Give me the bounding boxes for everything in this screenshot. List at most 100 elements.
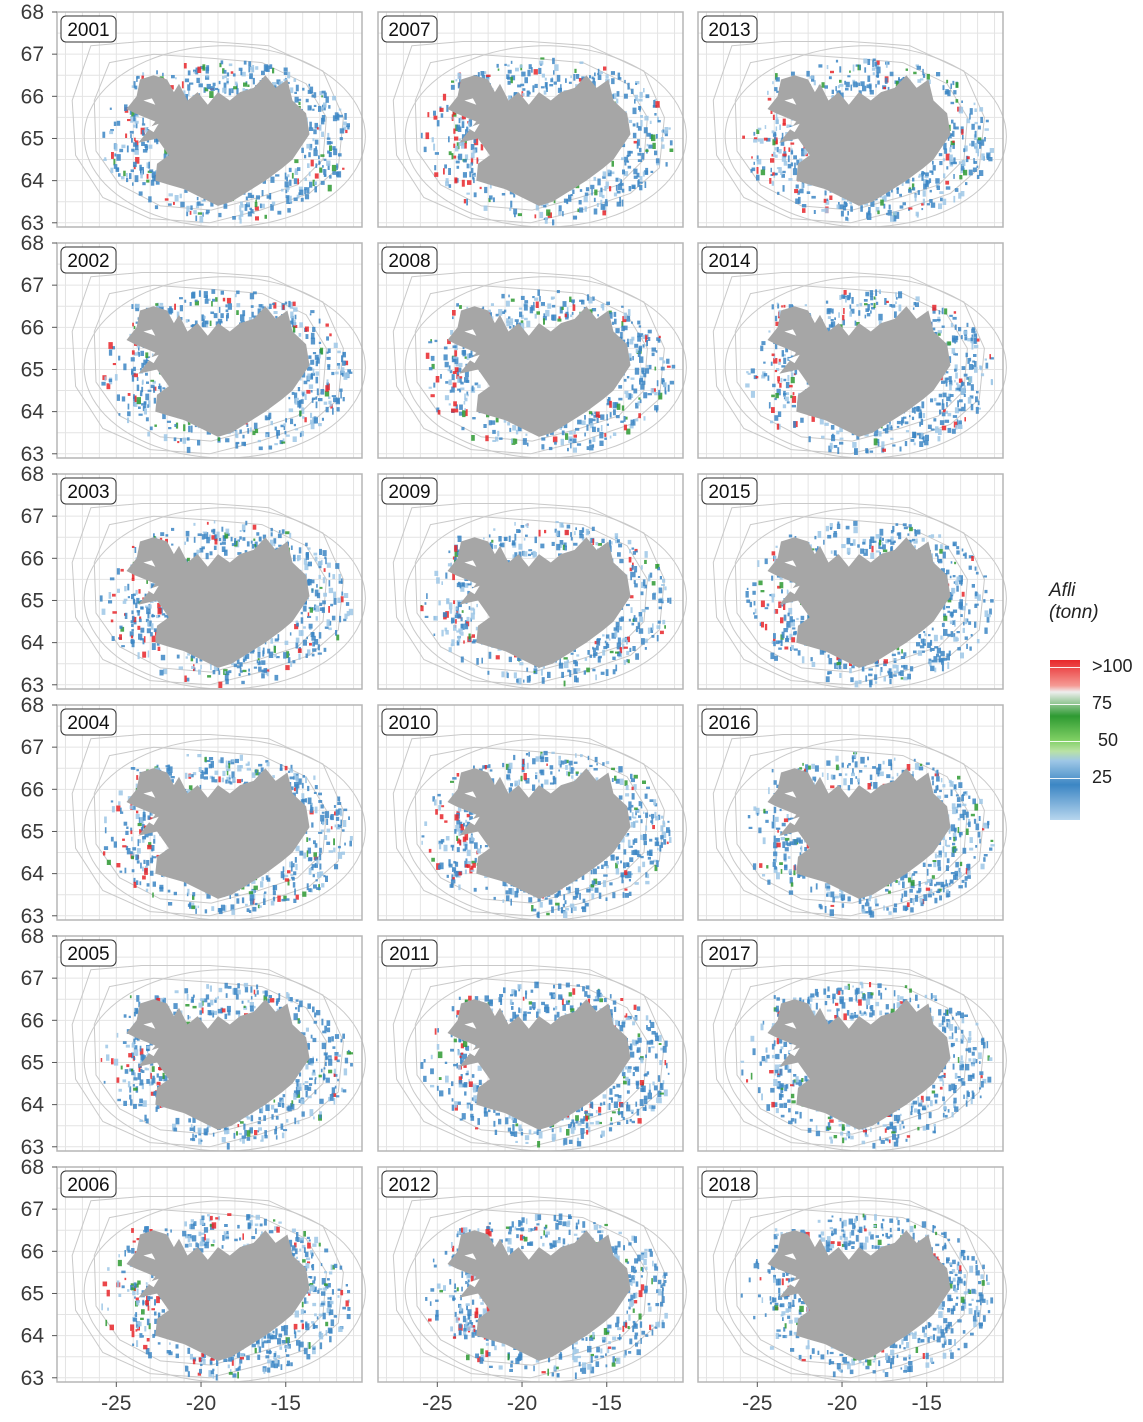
catch-cell: [495, 417, 499, 423]
catch-cell: [774, 87, 778, 92]
catch-cell: [239, 218, 242, 224]
catch-cell: [287, 71, 291, 79]
catch-cell: [760, 600, 765, 608]
catch-cell: [948, 376, 952, 382]
catch-cell: [140, 390, 143, 397]
catch-cell: [635, 82, 638, 85]
catch-cell: [869, 450, 874, 453]
catch-cell: [803, 148, 807, 155]
catch-cell: [650, 388, 654, 394]
catch-cell: [307, 89, 312, 94]
catch-cell: [556, 74, 561, 82]
catch-cell: [617, 637, 621, 644]
catch-cell: [626, 650, 630, 656]
catch-cell: [480, 144, 484, 151]
catch-cell: [889, 71, 894, 77]
catch-cell: [976, 139, 981, 144]
catch-cell: [149, 426, 153, 431]
catch-cell: [316, 127, 321, 130]
catch-cell: [141, 379, 144, 384]
catch-cell: [141, 75, 144, 80]
catch-cell: [777, 411, 782, 417]
catch-cell: [460, 381, 464, 385]
catch-cell: [148, 161, 150, 169]
catch-cell: [328, 396, 331, 399]
catch-cell: [593, 653, 596, 658]
catch-cell: [342, 126, 347, 131]
catch-cell: [643, 638, 648, 644]
catch-cell: [905, 430, 910, 433]
catch-cell: [575, 74, 580, 79]
catch-cell: [294, 159, 299, 164]
catch-cell: [778, 167, 782, 173]
catch-cell: [523, 679, 525, 683]
catch-cell: [189, 210, 192, 215]
catch-cell: [239, 662, 243, 667]
catch-cell: [618, 178, 621, 182]
catch-cell: [132, 593, 136, 596]
catch-cell: [452, 371, 457, 374]
catch-cell: [140, 173, 143, 179]
catch-cell: [829, 195, 833, 200]
catch-cell: [224, 673, 229, 681]
catch-cell: [153, 628, 158, 633]
catch-cell: [961, 129, 964, 135]
catch-cell: [517, 213, 522, 217]
catch-cell: [639, 176, 643, 181]
catch-cell: [338, 108, 342, 111]
catch-cell: [612, 432, 617, 436]
catch-cell: [274, 426, 277, 431]
catch-cell: [523, 304, 528, 311]
catch-cell: [454, 557, 457, 562]
catch-cell: [254, 206, 259, 211]
catch-cell: [664, 127, 669, 134]
catch-cell: [509, 318, 514, 323]
catch-cell: [787, 155, 790, 163]
catch-cell: [631, 622, 635, 626]
catch-cell: [236, 659, 240, 665]
catch-cell: [585, 528, 589, 536]
catch-cell: [524, 77, 528, 84]
catch-cell: [135, 602, 138, 609]
catch-cell: [450, 643, 453, 647]
catch-cell: [784, 392, 790, 396]
catch-cell: [336, 634, 340, 641]
catch-cell: [303, 558, 307, 565]
catch-cell: [592, 647, 596, 652]
catch-cell: [541, 73, 545, 78]
catch-cell: [599, 71, 603, 74]
catch-cell: [915, 302, 919, 307]
catch-cell: [869, 89, 874, 95]
catch-cell: [285, 665, 290, 671]
catch-cell: [424, 602, 427, 605]
catch-cell: [818, 64, 823, 68]
catch-cell: [146, 607, 151, 615]
catch-cell: [238, 67, 243, 71]
catch-cell: [874, 681, 878, 684]
catch-cell: [551, 304, 556, 308]
catch-cell: [449, 370, 453, 374]
catch-cell: [891, 653, 896, 657]
catch-cell: [774, 315, 778, 322]
catch-cell: [192, 291, 196, 299]
catch-cell: [445, 611, 449, 618]
catch-cell: [875, 84, 877, 88]
catch-cell: [826, 198, 829, 201]
catch-cell: [185, 530, 190, 537]
catch-cell: [623, 416, 626, 422]
catch-cell: [339, 137, 343, 141]
catch-cell: [919, 422, 921, 427]
catch-cell: [131, 572, 135, 580]
catch-cell: [251, 543, 255, 549]
catch-cell: [794, 189, 799, 194]
catch-cell: [304, 187, 307, 191]
catch-cell: [327, 348, 331, 353]
catch-cell: [328, 620, 332, 626]
catch-cell: [660, 137, 664, 142]
catch-cell: [270, 176, 275, 183]
catch-cell: [312, 641, 315, 647]
catch-cell: [631, 384, 634, 391]
catch-cell: [318, 398, 323, 402]
catch-cell: [973, 102, 976, 106]
catch-cell: [250, 194, 255, 199]
